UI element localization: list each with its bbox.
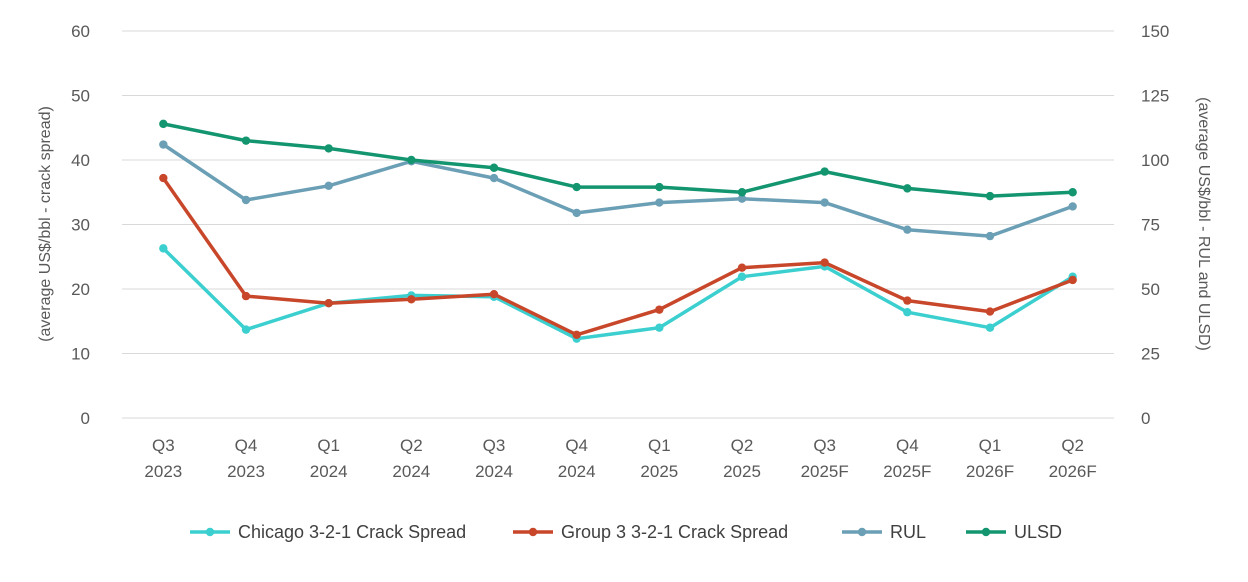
left-axis-title: (average US$/bbl - crack spread)	[37, 106, 54, 342]
right-tick-label: 100	[1141, 151, 1169, 170]
data-point	[407, 155, 416, 165]
data-point	[407, 295, 416, 304]
series-0	[159, 244, 1077, 343]
x-tick-label: Q3 2023	[144, 436, 182, 481]
data-point	[985, 323, 995, 332]
data-point	[159, 244, 168, 253]
data-point	[655, 198, 664, 207]
x-tick-label: Q1 2024	[310, 436, 348, 481]
left-tick-label: 30	[71, 216, 90, 235]
data-point	[489, 163, 499, 172]
left-tick-label: 40	[71, 151, 90, 170]
data-point	[159, 140, 168, 149]
left-tick-label: 20	[71, 280, 90, 299]
data-point	[572, 208, 581, 218]
data-point	[489, 173, 499, 183]
right-axis-ticks: 0 25 50 75 100 125 150	[1141, 22, 1169, 428]
data-point	[241, 325, 251, 334]
data-point	[159, 119, 168, 129]
series-line	[161, 122, 1075, 198]
data-point	[985, 191, 995, 201]
left-tick-label: 0	[81, 409, 90, 428]
data-point	[324, 181, 333, 190]
data-point	[737, 272, 747, 281]
data-point	[820, 258, 829, 267]
data-point	[489, 289, 499, 299]
data-point	[572, 330, 581, 339]
right-tick-label: 0	[1141, 409, 1150, 428]
legend-swatch-marker	[857, 527, 867, 537]
gridlines	[122, 30, 1114, 419]
data-point	[572, 182, 581, 192]
left-axis-ticks: 0 10 20 30 40 50 60	[71, 22, 90, 428]
data-point	[985, 307, 995, 316]
x-tick-label: Q3 2025F	[801, 436, 849, 481]
data-point	[159, 173, 168, 183]
x-axis-ticks: Q3 2023 Q4 2023 Q1 2024 Q2 2024 Q3 2024 Q4 2024 Q1 20…	[144, 436, 1096, 481]
data-point	[241, 195, 251, 205]
legend-label: Chicago 3-2-1 Crack Spread	[238, 522, 466, 542]
series-line	[161, 176, 1075, 337]
data-point	[903, 296, 912, 305]
data-point	[324, 298, 333, 308]
series-lines	[159, 119, 1077, 343]
legend-swatch-marker	[981, 527, 991, 537]
data-point	[1068, 275, 1077, 285]
left-tick-label: 50	[71, 87, 90, 106]
series-line	[161, 142, 1075, 238]
left-tick-label: 60	[71, 22, 90, 41]
series-line	[161, 246, 1075, 341]
legend-label: ULSD	[1014, 522, 1062, 542]
right-tick-label: 25	[1141, 345, 1160, 364]
data-point	[1068, 202, 1077, 211]
data-point	[241, 136, 251, 145]
x-tick-label: Q4 2024	[558, 436, 596, 481]
x-tick-label: Q1 2026F	[966, 436, 1014, 481]
data-point	[1068, 188, 1077, 197]
right-tick-label: 50	[1141, 280, 1160, 299]
data-point	[985, 231, 995, 241]
legend-swatch-marker	[205, 527, 215, 537]
data-point	[737, 263, 747, 272]
x-tick-label: Q3 2024	[475, 436, 513, 481]
legend-label: RUL	[890, 522, 926, 542]
right-tick-label: 150	[1141, 22, 1169, 41]
x-tick-label: Q2 2025	[723, 436, 761, 481]
legend: Chicago 3-2-1 Crack Spread Group 3 3-2-1 …	[190, 522, 1062, 542]
legend-label: Group 3 3-2-1 Crack Spread	[561, 522, 788, 542]
data-point	[655, 305, 664, 314]
legend-item: Group 3 3-2-1 Crack Spread	[513, 522, 788, 542]
legend-item: RUL	[842, 522, 926, 542]
data-point	[737, 194, 747, 203]
left-tick-label: 10	[71, 345, 90, 364]
data-point	[241, 291, 251, 301]
data-point	[903, 184, 912, 193]
legend-swatch-marker	[528, 527, 538, 537]
data-point	[655, 182, 664, 192]
series-1	[159, 173, 1077, 339]
data-point	[655, 323, 664, 332]
right-tick-label: 75	[1141, 216, 1160, 235]
data-point	[737, 188, 747, 197]
data-point	[820, 198, 829, 207]
x-tick-label: Q2 2026F	[1049, 436, 1097, 481]
x-tick-label: Q4 2023	[227, 436, 265, 481]
x-tick-label: Q4 2025F	[883, 436, 931, 481]
x-tick-label: Q2 2024	[392, 436, 430, 481]
data-point	[324, 144, 333, 153]
data-point	[820, 167, 829, 176]
legend-item: ULSD	[966, 522, 1062, 542]
right-tick-label: 125	[1141, 87, 1169, 106]
right-axis-title: (average US$/bbl - RUL and ULSD)	[1195, 97, 1212, 351]
x-tick-label: Q1 2025	[640, 436, 678, 481]
data-point	[903, 308, 912, 317]
series-3	[159, 119, 1077, 201]
legend-item: Chicago 3-2-1 Crack Spread	[190, 522, 466, 542]
data-point	[903, 225, 912, 234]
